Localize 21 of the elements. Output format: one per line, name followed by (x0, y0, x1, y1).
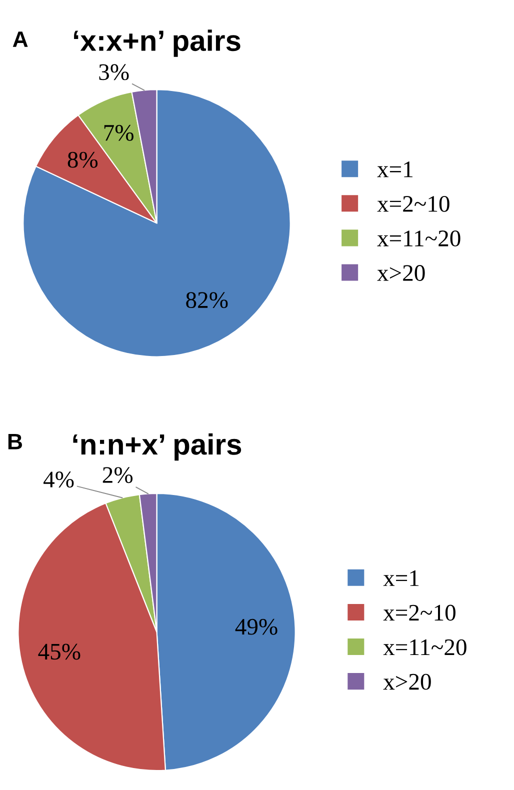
legend-label: x=1 (377, 162, 412, 178)
chart-title: ‘n:n+x’ pairs (73, 433, 242, 461)
legend-label: x>20 (377, 265, 425, 281)
data-label: 3% (99, 64, 129, 80)
pie-slice (22, 89, 291, 358)
legend-label: x=2~10 (383, 604, 456, 621)
legend-label: x=11~20 (383, 639, 466, 656)
data-label: 7% (104, 124, 134, 141)
data-label: 4% (44, 472, 74, 488)
data-label: 82% (186, 292, 228, 308)
data-label: 8% (68, 152, 98, 168)
text: B (8, 434, 22, 450)
legend-label: x=2~10 (377, 196, 450, 212)
legend-label: x=1 (383, 570, 419, 586)
legend-label: x>20 (383, 674, 431, 690)
data-label: 49% (235, 618, 278, 635)
chart-title: ‘x:x+n’ pairs (74, 30, 240, 57)
data-label: 45% (38, 644, 80, 660)
data-label: 2% (102, 467, 133, 484)
text: A (12, 32, 28, 47)
legend-label: x=11~20 (377, 230, 460, 246)
